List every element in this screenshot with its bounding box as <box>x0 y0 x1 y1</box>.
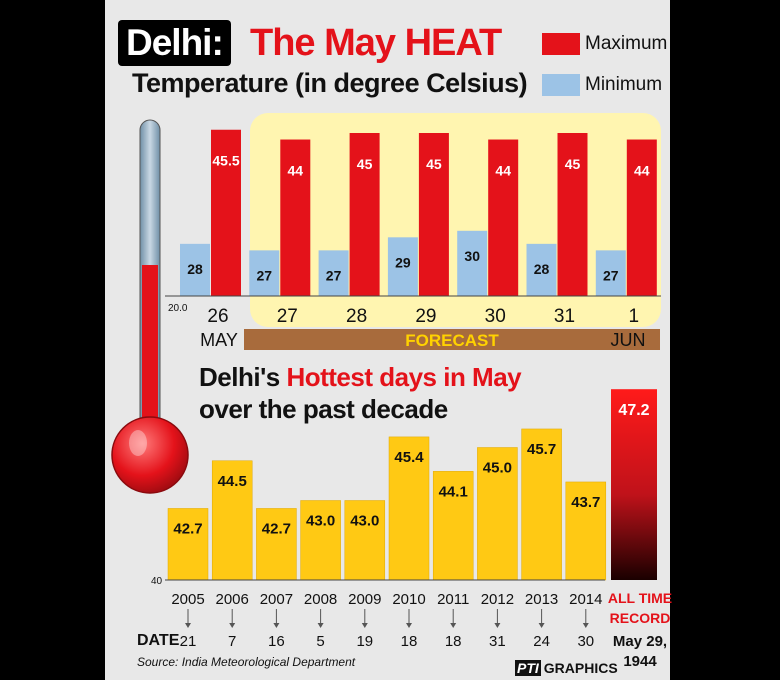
month-label-may: MAY <box>200 330 238 350</box>
record-label-line1: ALL TIME <box>607 590 673 606</box>
record-date-line2: 1944 <box>623 653 657 670</box>
title-city: Delhi: <box>118 20 231 66</box>
chart2-title-highlight: Hottest days in May <box>286 362 522 392</box>
date-tick-label: 1 <box>629 306 640 327</box>
source-note: Source: India Meteorological Department <box>137 655 356 669</box>
max-bar <box>211 129 241 296</box>
chart2-title-line2: over the past decade <box>199 394 448 424</box>
date-tick-label: 29 <box>415 306 436 327</box>
min-bar <box>526 243 557 296</box>
max-bar <box>626 139 657 296</box>
min-bar <box>318 250 349 296</box>
date-tick-label: 30 <box>485 306 506 327</box>
record-label: ALL TIME RECORD <box>604 588 676 628</box>
legend-max-label: Maximum <box>585 33 668 54</box>
thermometer-icon <box>111 119 189 494</box>
max-value-label: 45.5 <box>212 153 239 169</box>
legend-min-swatch <box>542 74 580 96</box>
credit-logo: PTI GRAPHICS <box>515 660 618 676</box>
date-row-label: DATE <box>137 632 180 649</box>
date-tick-label: 26 <box>207 306 228 327</box>
record-date: May 29, 1944 <box>606 632 674 672</box>
max-value-label: 44 <box>634 163 650 179</box>
max-value-label: 45 <box>426 156 442 172</box>
min-bar <box>180 243 210 296</box>
min-value-label: 27 <box>603 267 619 283</box>
date-tick-label: 28 <box>346 306 367 327</box>
subtitle: Temperature (in degree Celsius) <box>132 68 528 98</box>
chart2-title-prefix: Delhi's <box>199 362 280 392</box>
record-date-line1: May 29, <box>612 633 668 650</box>
forecast-label: FORECAST <box>405 331 499 350</box>
chart2-title: Delhi's Hottest days in May <box>199 362 522 393</box>
legend-max-swatch <box>542 33 580 55</box>
credit-text: GRAPHICS <box>543 660 618 676</box>
max-bar <box>557 133 588 296</box>
min-value-label: 29 <box>395 254 411 270</box>
min-bar <box>595 250 626 296</box>
min-value-label: 27 <box>257 267 273 283</box>
max-bar <box>280 139 311 296</box>
max-value-label: 45 <box>357 156 373 172</box>
max-value-label: 44 <box>495 163 511 179</box>
max-value-label: 45 <box>565 156 581 172</box>
min-bar <box>249 250 280 296</box>
date-tick-label: 27 <box>277 306 298 327</box>
month-label-jun: JUN <box>611 330 646 350</box>
max-bar <box>418 133 449 296</box>
pti-logo: PTI <box>515 660 541 676</box>
min-value-label: 28 <box>534 261 550 277</box>
title-main: The May HEAT <box>250 22 502 64</box>
min-value-label: 27 <box>326 267 342 283</box>
min-value-label: 30 <box>464 248 480 264</box>
min-value-label: 28 <box>187 261 203 277</box>
min-bar <box>457 230 488 296</box>
forecast-band <box>244 329 660 350</box>
legend-min-label: Minimum <box>585 74 663 95</box>
chart1-axis-min-label: 20.0 <box>168 303 188 314</box>
min-bar <box>387 237 418 296</box>
max-value-label: 44 <box>288 163 304 179</box>
date-tick-label: 31 <box>554 306 575 327</box>
max-bar <box>488 139 519 296</box>
max-bar <box>349 133 380 296</box>
record-label-line2: RECORD <box>609 610 671 626</box>
